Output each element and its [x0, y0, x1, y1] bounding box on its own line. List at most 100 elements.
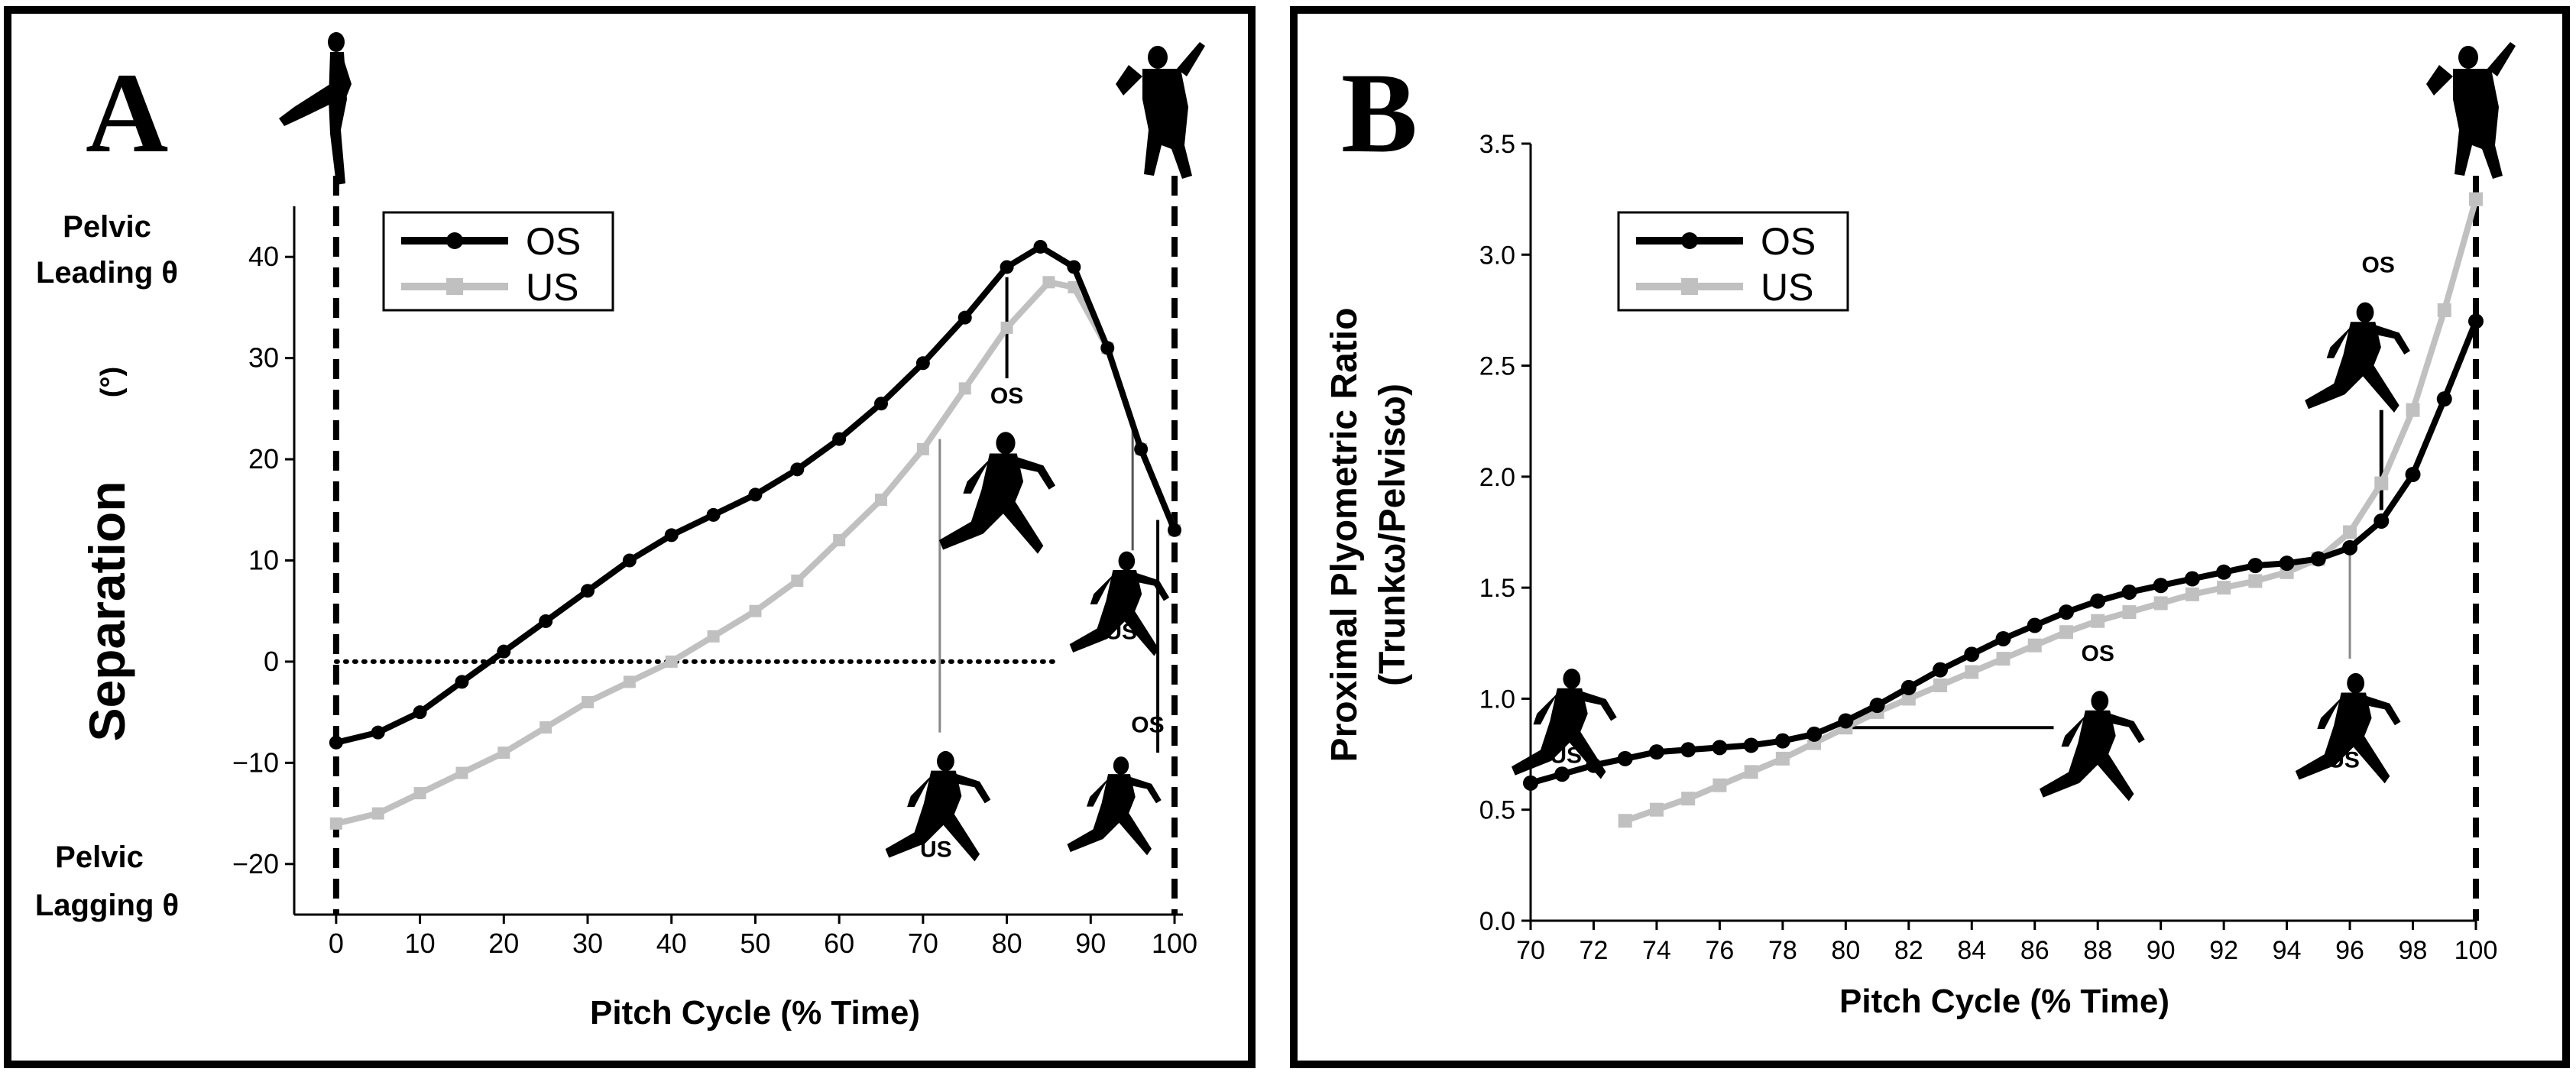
data-point-os	[2342, 539, 2358, 555]
data-point-us	[413, 787, 426, 800]
x-tick-label: 82	[1894, 936, 1923, 965]
data-point-os	[1067, 260, 1081, 274]
annotation-label: OS	[2082, 641, 2114, 666]
data-point-us	[2248, 574, 2263, 588]
y-tick-label: 0.5	[1479, 796, 1515, 825]
panel-b-plot: 0.0 0.5 1.0 1.5 2.0 2.5 3.0 3.5 70 72 74 76 78 80 82 8…	[1479, 130, 2498, 965]
pitcher-silhouette-icon	[279, 32, 352, 185]
data-point-os	[832, 432, 847, 446]
data-point-us	[749, 604, 762, 617]
x-tick-label: 70	[908, 928, 938, 959]
data-point-os	[329, 735, 343, 750]
data-point-os	[2184, 571, 2200, 587]
panel-b-x-ticks: 70 72 74 76 78 80 82 84 86 88 90 92 94 96 98 100	[1516, 921, 2497, 965]
panel-b-legend: OS US	[1617, 211, 1849, 312]
data-point-us	[329, 817, 342, 830]
data-point-us	[455, 766, 468, 779]
data-point-os	[2058, 604, 2074, 620]
panel-a-legend-us-label: US	[526, 266, 578, 309]
pitcher-silhouette-icon	[2295, 672, 2401, 784]
data-point-os	[2247, 558, 2263, 574]
panel-b-legend-box	[1617, 211, 1849, 312]
pitcher-silhouette-icon	[885, 750, 991, 862]
data-point-os	[2153, 578, 2169, 594]
data-point-us	[371, 807, 384, 820]
data-point-us	[2217, 581, 2231, 595]
data-point-us	[916, 442, 929, 455]
panel-a-leading-note-1: Pelvic	[63, 210, 151, 244]
panel-a-legend-us-marker	[446, 278, 463, 295]
data-point-os	[1838, 713, 1854, 729]
data-point-os	[1648, 744, 1664, 760]
y-tick-label: −20	[232, 848, 279, 879]
y-tick-label: 2.0	[1479, 463, 1515, 492]
data-point-us	[2122, 605, 2137, 620]
data-point-us	[1744, 765, 1758, 779]
data-point-os	[2405, 466, 2421, 482]
panel-a-plot: −20 −10 0 10 20 30 40 0 10 20 30 40 50 60 70 80 90 100 O…	[232, 176, 1197, 959]
x-tick-label: 84	[1957, 936, 1986, 965]
x-tick-label: 10	[405, 928, 436, 959]
data-point-os	[1134, 442, 1149, 456]
data-point-us	[623, 675, 636, 688]
data-point-us	[497, 747, 510, 759]
data-point-os	[1806, 726, 1823, 742]
data-point-os	[1743, 737, 1759, 753]
annotation-label: OS	[990, 384, 1023, 409]
pitcher-silhouette-icon	[1069, 551, 1170, 656]
data-point-us	[1000, 321, 1013, 334]
data-point-os	[581, 584, 595, 598]
data-point-os	[2121, 584, 2137, 600]
data-point-os	[957, 310, 972, 325]
pitcher-silhouette-icon	[938, 432, 1056, 554]
data-point-os	[622, 553, 637, 568]
panel-a-legend-box	[382, 211, 614, 312]
x-tick-label: 100	[1152, 928, 1197, 959]
data-point-us	[2343, 525, 2357, 539]
y-tick-label: 0	[264, 646, 279, 677]
x-tick-label: 78	[1768, 936, 1797, 965]
panel-a-y-ticks: −20 −10 0 10 20 30 40	[232, 241, 294, 879]
annotation-label: US	[2328, 747, 2360, 772]
series-line-os	[335, 244, 1178, 746]
y-tick-label: 2.5	[1479, 352, 1515, 381]
data-point-os	[748, 487, 763, 502]
data-point-os	[1869, 698, 1885, 714]
data-point-os	[2310, 551, 2326, 567]
data-point-os	[664, 528, 679, 542]
data-point-us	[1618, 814, 1632, 828]
x-tick-label: 90	[1075, 928, 1106, 959]
pitcher-silhouette-icon	[1067, 756, 1162, 856]
data-point-us	[1042, 276, 1055, 289]
x-tick-label: 100	[2454, 936, 2498, 965]
data-point-us	[1965, 665, 1979, 679]
data-point-us	[1681, 792, 1696, 806]
data-point-os	[1000, 260, 1014, 274]
y-tick-label: 40	[248, 241, 279, 272]
panel-a-legend-os-marker	[446, 232, 463, 249]
data-point-os	[1033, 239, 1048, 254]
panel-a-legend: OS US	[382, 211, 614, 312]
y-tick-label: 3.0	[1479, 241, 1515, 270]
panel-a-event-lines	[332, 176, 1178, 915]
annotation-label: US	[1550, 743, 1582, 768]
data-point-us	[1649, 802, 1664, 817]
x-tick-label: 40	[656, 928, 687, 959]
x-tick-label: 80	[1831, 936, 1860, 965]
data-point-os	[1100, 341, 1115, 355]
data-point-us	[665, 655, 678, 668]
data-point-us	[707, 630, 720, 643]
x-tick-label: 86	[2020, 936, 2049, 965]
data-point-us	[958, 382, 971, 395]
x-tick-label: 0	[329, 928, 344, 959]
data-point-us	[582, 695, 595, 708]
y-tick-label: 0.0	[1479, 907, 1515, 936]
data-point-os	[455, 675, 469, 689]
data-point-us	[540, 721, 552, 734]
data-point-os	[1995, 630, 2011, 646]
data-point-us	[2437, 303, 2451, 317]
data-point-os	[2027, 617, 2043, 633]
x-tick-label: 60	[824, 928, 854, 959]
data-point-os	[1617, 750, 1633, 766]
panel-b-frame	[1290, 6, 2570, 1068]
